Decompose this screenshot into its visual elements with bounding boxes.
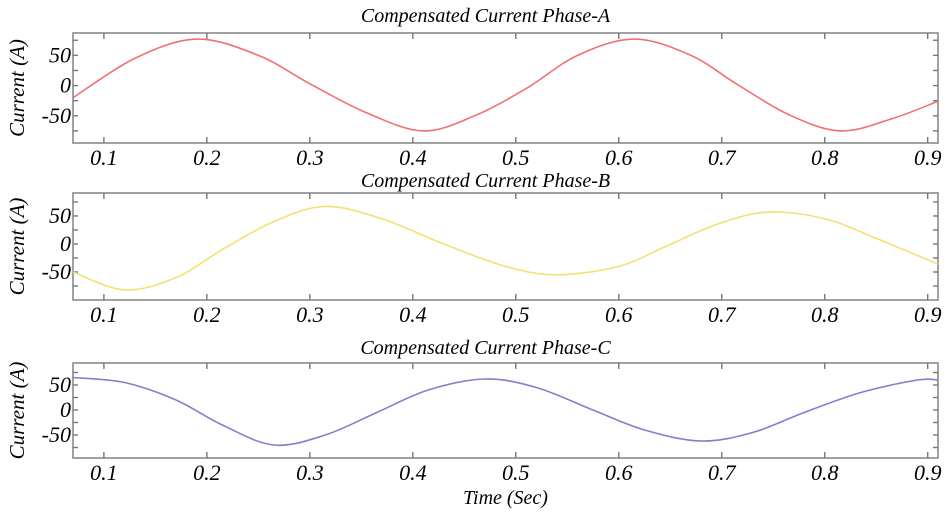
subplot-1: Compensated Current Phase-A 0.1 0.2 0.3 0.4 0… bbox=[5, 5, 941, 170]
y-tick-label: -50 bbox=[42, 422, 71, 447]
x-tick-label: 0.8 bbox=[811, 145, 839, 170]
series-line-phase-a bbox=[72, 38, 939, 132]
series-line-phase-c bbox=[72, 376, 939, 447]
x-tick-label: 0.4 bbox=[399, 145, 427, 170]
subplot-3: Compensated Current Phase-C 0.1 0.2 0.3 0.4 0… bbox=[5, 337, 941, 509]
y-axis-label: Current (A) bbox=[5, 39, 29, 137]
x-tick-label: 0.9 bbox=[914, 302, 942, 327]
y-tick-label: 50 bbox=[49, 203, 71, 228]
subplot-2: Compensated Current Phase-B 0.1 0.2 0.3 0.4 0… bbox=[5, 170, 941, 327]
x-axis-label: Time (Sec) bbox=[463, 487, 548, 509]
y-tick-label: 0 bbox=[60, 397, 71, 422]
x-tick-label: 0.2 bbox=[193, 302, 221, 327]
x-tick-label: 0.5 bbox=[502, 145, 530, 170]
x-tick-label: 0.5 bbox=[502, 302, 530, 327]
y-tick-label: 0 bbox=[60, 231, 71, 256]
x-tick-label: 0.3 bbox=[296, 302, 324, 327]
x-tick-label: 0.4 bbox=[399, 460, 427, 485]
chart-title: Compensated Current Phase-C bbox=[360, 337, 611, 359]
x-tick-label: 0.3 bbox=[296, 145, 324, 170]
x-tick-label: 0.8 bbox=[811, 460, 839, 485]
x-tick-label: 0.6 bbox=[605, 302, 633, 327]
x-tick-label: 0.4 bbox=[399, 302, 427, 327]
x-tick-label: 0.7 bbox=[708, 460, 737, 485]
x-tick-label: 0.3 bbox=[296, 460, 324, 485]
x-tick-label: 0.2 bbox=[193, 145, 221, 170]
plot-frame bbox=[72, 192, 939, 301]
x-tick-label: 0.6 bbox=[605, 460, 633, 485]
x-tick-label: 0.1 bbox=[90, 302, 118, 327]
y-tick-label: 0 bbox=[60, 73, 71, 98]
x-tick-label: 0.8 bbox=[811, 302, 839, 327]
x-tick-label: 0.9 bbox=[914, 460, 942, 485]
chart-title: Compensated Current Phase-A bbox=[361, 5, 611, 27]
x-tick-label: 0.6 bbox=[605, 145, 633, 170]
chart-title: Compensated Current Phase-B bbox=[361, 170, 610, 192]
x-tick-label: 0.7 bbox=[708, 145, 737, 170]
plot-frame bbox=[72, 32, 939, 144]
y-tick-label: 50 bbox=[49, 42, 71, 67]
y-axis-label: Current (A) bbox=[5, 198, 29, 296]
x-tick-label: 0.7 bbox=[708, 302, 737, 327]
x-tick-label: 0.9 bbox=[914, 145, 942, 170]
y-axis-label: Current (A) bbox=[5, 362, 29, 460]
x-tick-label: 0.5 bbox=[502, 460, 530, 485]
x-tick-label: 0.2 bbox=[193, 460, 221, 485]
y-tick-label: -50 bbox=[42, 259, 71, 284]
y-tick-label: 50 bbox=[49, 372, 71, 397]
y-tick-label: -50 bbox=[42, 103, 71, 128]
x-tick-label: 0.1 bbox=[90, 145, 118, 170]
series-line-phase-b bbox=[72, 205, 939, 291]
x-tick-label: 0.1 bbox=[90, 460, 118, 485]
